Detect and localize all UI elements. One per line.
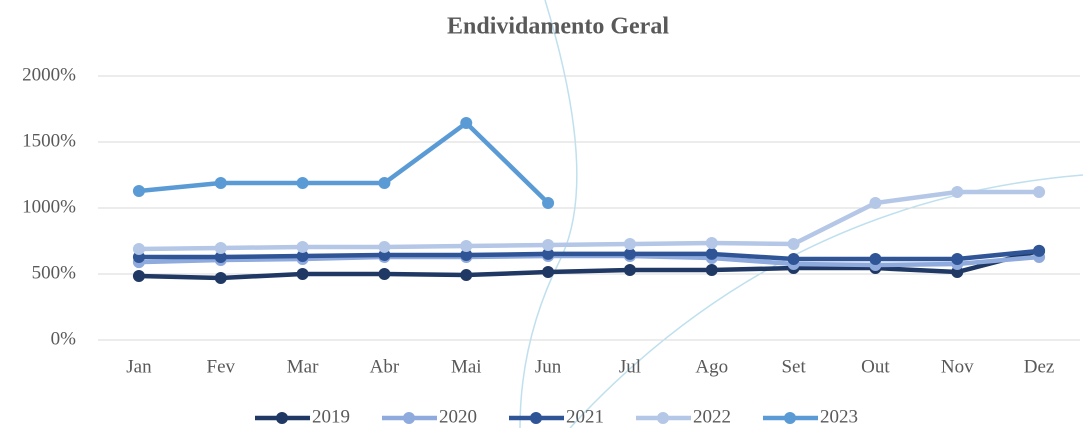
point bbox=[378, 268, 391, 280]
x-tick-label: Fev bbox=[207, 356, 236, 377]
point bbox=[460, 240, 473, 253]
point bbox=[132, 243, 145, 256]
legend-marker bbox=[530, 412, 542, 424]
series-line bbox=[138, 120, 550, 205]
x-tick-label: Abr bbox=[370, 356, 400, 377]
point bbox=[542, 238, 555, 251]
point bbox=[460, 248, 473, 261]
point bbox=[132, 269, 145, 282]
point bbox=[460, 269, 473, 282]
point bbox=[296, 240, 309, 253]
point bbox=[296, 250, 309, 263]
point bbox=[623, 247, 636, 260]
chart-title: Endividamento Geral bbox=[447, 14, 669, 40]
legend-marker bbox=[403, 412, 415, 424]
point bbox=[705, 247, 718, 260]
x-tick-label: Set bbox=[781, 356, 806, 377]
point bbox=[623, 264, 636, 277]
point bbox=[869, 196, 882, 209]
point bbox=[542, 266, 555, 279]
y-tick-label: 2000% bbox=[22, 64, 76, 85]
point bbox=[214, 241, 227, 254]
point bbox=[951, 252, 964, 265]
point bbox=[214, 271, 227, 284]
legend-marker bbox=[657, 412, 669, 424]
y-tick-label: 0% bbox=[51, 328, 77, 349]
x-tick-label: Jun bbox=[535, 356, 562, 377]
x-tick-label: Jul bbox=[619, 356, 641, 377]
point bbox=[787, 252, 800, 265]
legend-marker bbox=[784, 412, 796, 424]
y-tick-label: 1000% bbox=[22, 196, 76, 217]
point bbox=[214, 177, 227, 190]
legend-label: 2020 bbox=[439, 406, 477, 427]
point bbox=[623, 238, 636, 251]
legend-label: 2022 bbox=[693, 406, 731, 427]
x-tick-label: Ago bbox=[695, 356, 728, 377]
x-tick-label: Jan bbox=[126, 356, 152, 377]
point bbox=[869, 252, 882, 265]
legend-marker bbox=[276, 412, 288, 424]
point bbox=[296, 177, 309, 190]
point bbox=[705, 264, 718, 277]
x-tick-label: Out bbox=[861, 356, 890, 377]
legend-label: 2019 bbox=[312, 406, 350, 427]
x-tick-label: Mar bbox=[287, 356, 319, 377]
point bbox=[214, 250, 227, 263]
point bbox=[787, 238, 800, 251]
x-tick-label: Mai bbox=[451, 356, 482, 377]
point bbox=[378, 240, 391, 253]
series-line bbox=[138, 248, 1040, 281]
point bbox=[296, 268, 309, 280]
legend-label: 2023 bbox=[820, 406, 858, 427]
point bbox=[378, 177, 391, 190]
point bbox=[1033, 244, 1046, 257]
y-tick-label: 500% bbox=[32, 262, 77, 283]
series-line bbox=[138, 189, 1040, 252]
series-line bbox=[138, 248, 1040, 262]
point bbox=[460, 116, 473, 129]
point bbox=[705, 236, 718, 249]
legend-label: 2021 bbox=[566, 406, 604, 427]
point bbox=[132, 184, 145, 197]
decor-curve bbox=[569, 174, 1083, 428]
x-tick-label: Nov bbox=[941, 356, 974, 377]
point bbox=[542, 196, 555, 209]
point bbox=[542, 247, 555, 260]
point bbox=[1033, 186, 1046, 199]
y-tick-label: 1500% bbox=[22, 130, 76, 151]
x-tick-label: Dez bbox=[1024, 356, 1055, 377]
point bbox=[951, 186, 964, 199]
